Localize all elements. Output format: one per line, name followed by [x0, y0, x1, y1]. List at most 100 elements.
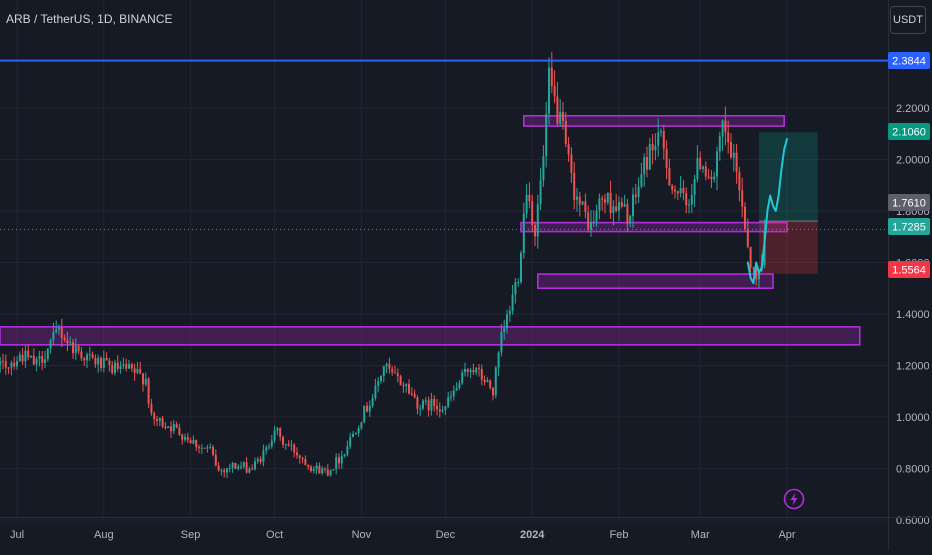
candle-body: [450, 396, 452, 398]
currency-button[interactable]: USDT: [890, 6, 926, 34]
candle-body: [287, 444, 290, 446]
candle-body: [713, 176, 716, 180]
candle-body: [10, 362, 13, 368]
candle-body: [371, 398, 374, 406]
entry-price-text: 1.7610: [892, 198, 926, 210]
candle-body: [206, 447, 209, 449]
candle-body: [186, 437, 189, 441]
candle-body: [590, 221, 592, 230]
candle-body: [357, 428, 360, 434]
candle-body: [730, 141, 732, 158]
support-resistance-zone: [520, 221, 788, 233]
candle-body: [441, 409, 444, 412]
candle-body: [741, 190, 744, 207]
candle-body: [707, 176, 710, 178]
candle-body: [427, 400, 430, 411]
candle-body: [32, 355, 35, 365]
candle-body: [172, 424, 175, 432]
candle-body: [514, 282, 517, 295]
candle-body: [164, 426, 167, 429]
candle-body: [170, 426, 172, 432]
target-price-tag: 2.1060: [888, 123, 930, 140]
candle-body: [234, 462, 237, 469]
candle-body: [377, 381, 380, 386]
candle-body: [102, 357, 105, 368]
x-tick-label: Oct: [266, 529, 283, 541]
candle-body: [396, 373, 399, 377]
candle-body: [534, 224, 536, 237]
candle-body: [564, 120, 567, 145]
candle-body: [735, 152, 738, 173]
candle-body: [368, 405, 371, 412]
candle-body: [7, 367, 10, 369]
candle-body: [44, 359, 46, 364]
candle-body: [83, 358, 86, 361]
candle-body: [634, 194, 637, 197]
candle-body: [598, 198, 601, 211]
candle-body: [296, 452, 298, 456]
candle-body: [153, 413, 156, 420]
candle-body: [528, 194, 531, 202]
candle-body: [189, 440, 192, 444]
stop-price-text: 1.5564: [892, 265, 926, 277]
x-tick-label: Mar: [691, 529, 710, 541]
candle-body: [360, 422, 363, 429]
candle-body: [436, 405, 438, 410]
candle-body: [30, 355, 32, 358]
candle-body: [91, 354, 94, 358]
candle-body: [749, 246, 752, 268]
candle-body: [508, 310, 511, 315]
lightning-bolt-icon[interactable]: [783, 488, 805, 510]
candle-body: [52, 331, 55, 341]
candle-body: [632, 194, 634, 217]
candle-body: [209, 446, 212, 448]
candle-body: [755, 268, 758, 280]
blue-line-price-tag: 2.3844: [888, 52, 930, 69]
candle-body: [265, 447, 268, 451]
candle-body: [315, 465, 318, 470]
candle-body: [217, 465, 220, 471]
candle-body: [167, 426, 170, 429]
candle-body: [570, 154, 573, 173]
candle-body: [203, 447, 206, 449]
candle-body: [690, 194, 693, 205]
candle-body: [727, 132, 730, 142]
candle-body: [408, 384, 410, 394]
candle-body: [55, 329, 58, 332]
candle-body: [63, 337, 66, 340]
candle-body: [24, 350, 27, 362]
long-position-tool[interactable]: [759, 132, 818, 274]
candle-body: [282, 436, 284, 445]
candle-body: [262, 450, 265, 462]
candle-body: [346, 446, 349, 455]
grid: [0, 0, 888, 521]
candle-body: [696, 158, 699, 180]
candle-body: [581, 201, 584, 205]
candle-body: [321, 468, 324, 474]
candle-body: [72, 342, 74, 354]
candle-body: [66, 339, 69, 344]
y-tick-label: 0.6000: [896, 515, 930, 527]
candle-body: [192, 439, 195, 444]
candle-body: [492, 387, 494, 396]
candle-body: [562, 111, 564, 121]
candle-body: [318, 465, 321, 474]
candle-body: [116, 362, 119, 369]
candle-body: [576, 196, 578, 200]
candle-body: [133, 368, 136, 373]
candle-body: [676, 191, 679, 194]
candle-body: [542, 156, 545, 181]
candle-body: [307, 465, 310, 467]
candle-body: [522, 213, 525, 254]
candle-body: [388, 363, 391, 369]
candle-body: [497, 352, 500, 368]
candle-body: [592, 221, 595, 223]
candle-body: [573, 172, 576, 200]
candle-body: [184, 437, 186, 440]
candle-body: [38, 356, 41, 359]
candle-body: [100, 357, 102, 368]
candle-body: [618, 201, 620, 211]
candle-body: [716, 151, 718, 177]
candle-body: [363, 405, 366, 423]
